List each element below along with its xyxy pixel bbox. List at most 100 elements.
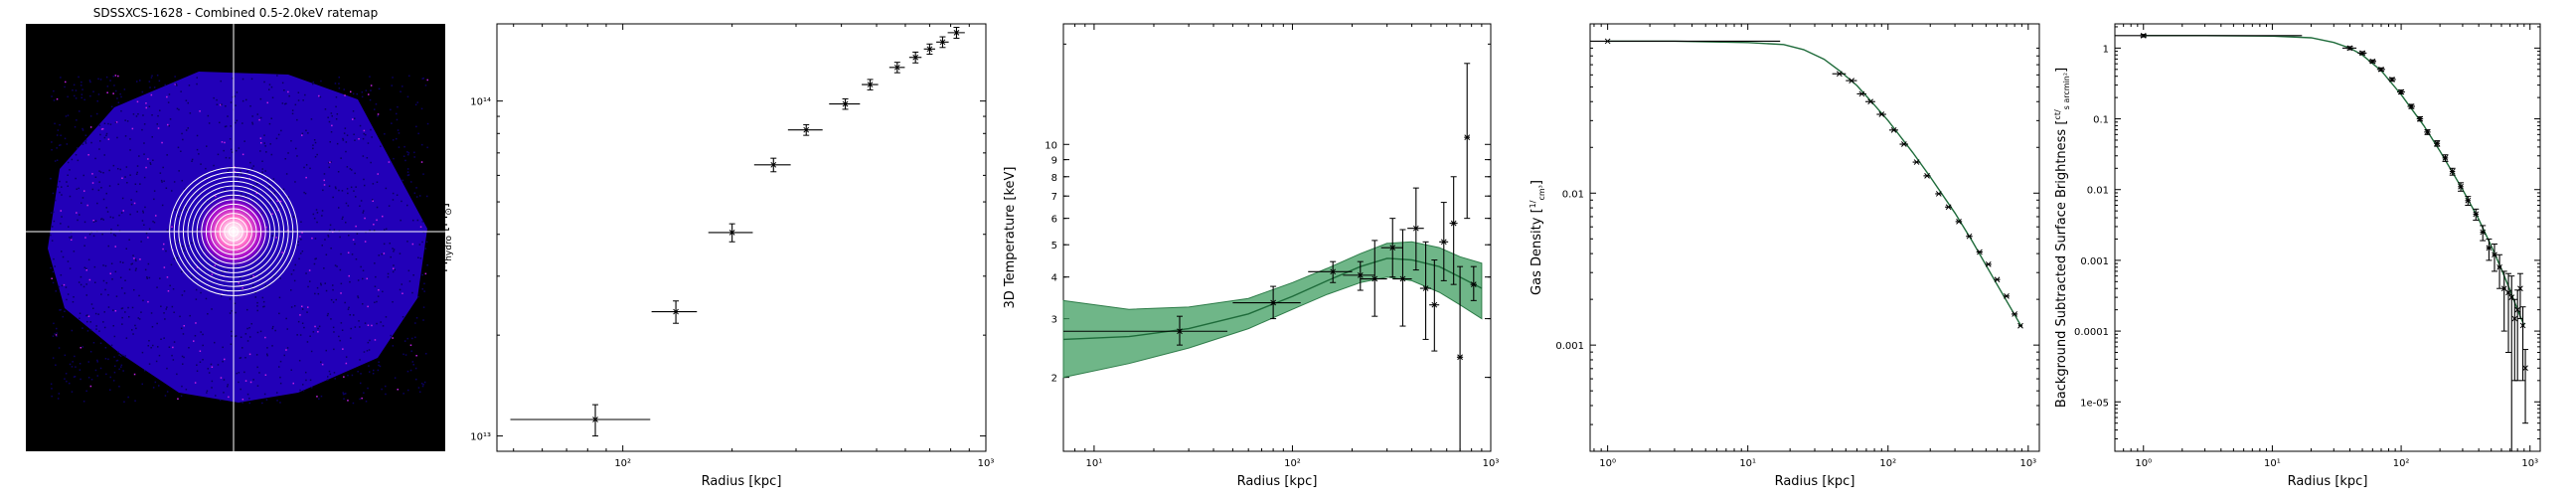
noise-pixel xyxy=(272,187,274,190)
noise-pixel xyxy=(77,147,79,149)
noise-pixel xyxy=(392,270,395,273)
noise-pixel xyxy=(292,216,295,218)
noise-pixel xyxy=(134,269,137,271)
noise-pixel xyxy=(67,114,70,116)
point-marker xyxy=(1956,219,1962,225)
noise-pixel xyxy=(108,169,110,172)
noise-pixel xyxy=(224,141,226,144)
noise-pixel xyxy=(281,102,284,104)
noise-pixel xyxy=(121,177,123,179)
noise-pixel xyxy=(199,350,202,352)
x-tick-label: 10³ xyxy=(2019,458,2036,469)
noise-pixel xyxy=(376,181,379,183)
noise-pixel xyxy=(402,292,403,294)
noise-pixel xyxy=(279,277,281,279)
point-marker xyxy=(1900,141,1907,147)
noise-pixel xyxy=(360,265,362,268)
noise-pixel xyxy=(258,118,260,121)
noise-pixel xyxy=(119,260,121,263)
noise-pixel xyxy=(83,98,85,101)
noise-pixel xyxy=(162,166,164,169)
noise-pixel xyxy=(227,170,230,172)
noise-pixel xyxy=(305,371,307,374)
noise-pixel xyxy=(285,102,287,104)
point-marker xyxy=(893,64,900,71)
noise-pixel xyxy=(331,124,333,127)
noise-pixel xyxy=(141,128,143,131)
noise-pixel xyxy=(94,369,97,372)
noise-pixel xyxy=(335,298,337,301)
noise-pixel xyxy=(242,99,244,102)
noise-pixel xyxy=(419,226,422,228)
noise-pixel xyxy=(318,325,321,328)
noise-pixel xyxy=(75,366,77,368)
noise-pixel xyxy=(329,141,331,143)
noise-pixel xyxy=(66,298,68,301)
data-point xyxy=(2449,167,2456,176)
noise-pixel xyxy=(252,284,254,287)
noise-pixel xyxy=(64,137,67,140)
noise-pixel xyxy=(219,399,222,402)
noise-pixel xyxy=(349,168,352,170)
noise-pixel xyxy=(356,233,359,235)
noise-pixel xyxy=(91,182,94,184)
data-point xyxy=(1392,229,1412,327)
noise-pixel xyxy=(202,333,204,336)
noise-pixel xyxy=(423,282,425,285)
noise-pixel xyxy=(73,250,76,252)
data-point xyxy=(1232,285,1301,320)
noise-pixel xyxy=(53,99,56,101)
noise-pixel xyxy=(301,232,303,234)
noise-pixel xyxy=(321,245,323,247)
noise-pixel xyxy=(366,157,369,159)
noise-pixel xyxy=(104,347,107,349)
noise-pixel xyxy=(124,311,126,313)
point-marker xyxy=(2346,45,2353,52)
data-point xyxy=(2458,182,2465,192)
noise-pixel xyxy=(292,269,295,271)
noise-pixel xyxy=(348,306,350,309)
noise-pixel xyxy=(384,133,386,135)
noise-pixel xyxy=(81,197,84,199)
noise-pixel xyxy=(70,238,73,240)
noise-pixel xyxy=(142,210,144,213)
noise-pixel xyxy=(425,353,427,355)
noise-pixel xyxy=(114,310,117,312)
noise-pixel xyxy=(417,256,419,258)
noise-pixel xyxy=(285,173,288,175)
noise-pixel xyxy=(292,382,294,385)
noise-pixel xyxy=(194,335,197,337)
noise-pixel xyxy=(301,132,304,135)
noise-pixel xyxy=(113,356,115,358)
noise-pixel xyxy=(249,105,251,107)
data-point xyxy=(1994,276,2001,283)
noise-pixel xyxy=(256,309,258,312)
noise-pixel xyxy=(84,142,87,144)
noise-pixel xyxy=(161,181,163,183)
noise-pixel xyxy=(158,354,161,357)
noise-pixel xyxy=(149,162,151,164)
noise-pixel xyxy=(275,237,277,239)
y-tick-label: 0.01 xyxy=(1562,189,1584,200)
noise-pixel xyxy=(417,295,419,298)
noise-pixel xyxy=(342,392,344,394)
noise-pixel xyxy=(357,371,359,373)
noise-pixel xyxy=(160,338,162,340)
noise-pixel xyxy=(256,385,259,387)
noise-pixel xyxy=(213,96,215,99)
noise-pixel xyxy=(321,215,323,217)
noise-pixel xyxy=(369,98,372,101)
point-marker xyxy=(2449,168,2456,175)
noise-pixel xyxy=(199,110,201,112)
noise-pixel xyxy=(426,264,428,266)
noise-pixel xyxy=(80,347,81,349)
noise-pixel xyxy=(326,379,329,381)
noise-pixel xyxy=(358,138,360,140)
noise-pixel xyxy=(85,314,87,317)
noise-pixel xyxy=(261,402,263,405)
noise-pixel xyxy=(254,296,256,298)
noise-pixel xyxy=(82,174,84,177)
noise-pixel xyxy=(240,357,242,359)
noise-pixel xyxy=(392,139,395,141)
